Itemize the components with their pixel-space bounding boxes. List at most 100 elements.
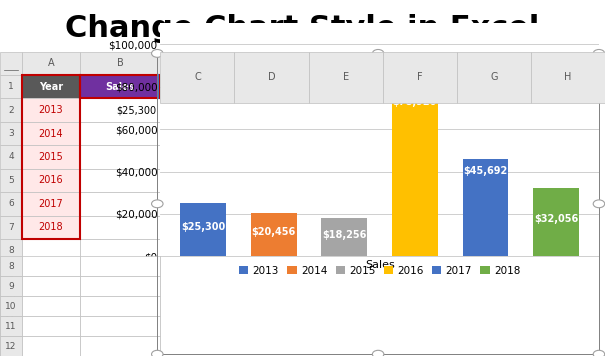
Bar <box>22 99 80 122</box>
Text: 10: 10 <box>5 302 17 311</box>
Bar <box>80 276 160 296</box>
Bar <box>22 169 80 192</box>
Text: 6: 6 <box>8 199 14 208</box>
Bar <box>80 286 160 309</box>
Bar <box>0 336 22 356</box>
Text: $25,300: $25,300 <box>116 105 156 115</box>
Bar <box>0 99 22 122</box>
Bar <box>160 52 235 103</box>
Text: 2014: 2014 <box>39 129 64 138</box>
Text: E: E <box>342 72 348 83</box>
Text: 2013: 2013 <box>39 105 64 115</box>
Bar <box>80 296 160 316</box>
Bar <box>180 203 226 256</box>
Text: 11: 11 <box>5 321 17 331</box>
Text: $45,692: $45,692 <box>463 166 508 176</box>
Bar <box>22 215 80 239</box>
Text: 9: 9 <box>8 269 14 278</box>
Bar <box>80 215 160 239</box>
Bar <box>80 75 160 99</box>
Bar <box>22 256 80 276</box>
Text: B: B <box>117 58 123 68</box>
Bar <box>0 256 22 276</box>
Bar <box>0 239 22 262</box>
Bar <box>22 75 80 239</box>
Circle shape <box>152 200 163 208</box>
Text: 2018: 2018 <box>39 222 64 232</box>
Bar <box>235 52 309 103</box>
Text: F: F <box>417 72 422 83</box>
Text: D: D <box>267 72 275 83</box>
Bar <box>0 169 22 192</box>
Bar <box>80 169 160 192</box>
Bar <box>0 215 22 239</box>
Bar <box>80 75 160 99</box>
Bar <box>80 262 160 286</box>
Text: 11: 11 <box>5 316 17 325</box>
Text: $18,256: $18,256 <box>322 230 367 240</box>
Bar <box>383 52 457 103</box>
Text: 2016: 2016 <box>39 176 64 185</box>
Circle shape <box>594 49 604 57</box>
Bar <box>0 286 22 309</box>
Bar <box>80 256 160 276</box>
Bar <box>22 192 80 215</box>
Bar <box>22 309 80 333</box>
Bar <box>22 262 80 286</box>
Text: $32,056: $32,056 <box>534 214 578 224</box>
Bar <box>80 52 160 75</box>
Bar <box>0 309 22 333</box>
Bar <box>0 262 22 286</box>
Bar <box>251 213 296 256</box>
Text: 9: 9 <box>8 282 14 291</box>
Bar <box>22 336 80 356</box>
Bar <box>0 52 22 75</box>
Bar <box>0 316 22 336</box>
Text: Sales: Sales <box>105 82 135 92</box>
Text: H: H <box>564 72 572 83</box>
Text: $25,300: $25,300 <box>181 222 225 232</box>
Text: 5: 5 <box>8 176 14 185</box>
Bar <box>309 52 383 103</box>
Bar <box>80 192 160 215</box>
Circle shape <box>373 49 384 57</box>
Bar <box>0 296 22 316</box>
Bar <box>531 52 605 103</box>
Bar <box>22 145 80 169</box>
Text: 8: 8 <box>8 246 14 255</box>
Bar <box>463 159 508 256</box>
Bar <box>22 286 80 309</box>
Text: 10: 10 <box>5 293 17 302</box>
X-axis label: Sales: Sales <box>365 261 394 271</box>
Bar <box>22 239 80 262</box>
Text: G: G <box>490 72 497 83</box>
Bar <box>80 309 160 333</box>
Bar <box>22 333 80 356</box>
Bar <box>80 145 160 169</box>
Text: 2017: 2017 <box>39 199 64 209</box>
Circle shape <box>152 350 163 356</box>
Bar <box>0 75 22 99</box>
Text: $20,456: $20,456 <box>252 227 296 237</box>
Bar <box>80 99 160 122</box>
Text: 2015: 2015 <box>39 152 64 162</box>
Bar <box>80 122 160 145</box>
Circle shape <box>373 350 384 356</box>
Text: 7: 7 <box>8 223 14 232</box>
Bar <box>533 188 579 256</box>
Circle shape <box>152 49 163 57</box>
Bar <box>22 52 80 75</box>
Text: C: C <box>194 72 201 83</box>
Bar <box>80 316 160 336</box>
Text: 4: 4 <box>8 152 14 162</box>
Text: Year: Year <box>39 82 63 92</box>
Bar <box>0 192 22 215</box>
Bar <box>457 52 531 103</box>
Bar <box>80 333 160 356</box>
Text: Change Chart Style in Excel: Change Chart Style in Excel <box>65 14 540 43</box>
Bar <box>22 316 80 336</box>
Bar <box>0 276 22 296</box>
Bar <box>22 276 80 296</box>
Text: 1: 1 <box>8 82 14 91</box>
Text: 12: 12 <box>5 341 17 351</box>
